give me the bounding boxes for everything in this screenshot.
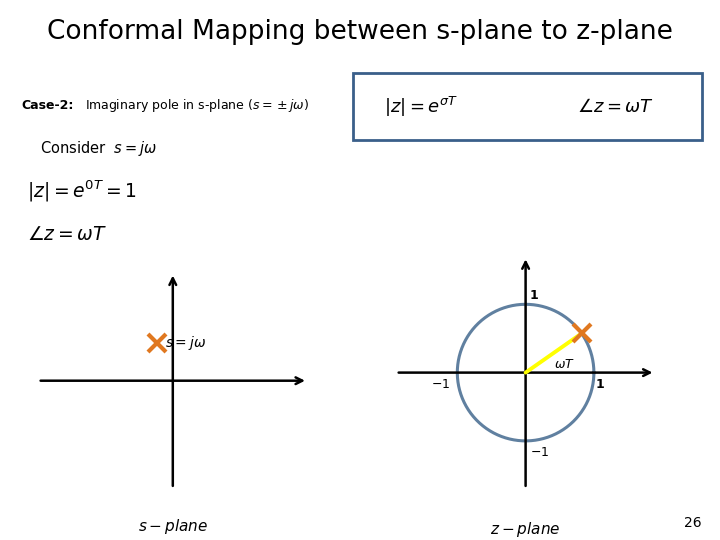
Text: $s = j\omega$: $s = j\omega$	[165, 334, 206, 352]
Text: $s-plane$: $s-plane$	[138, 517, 208, 536]
Text: $|z| = e^{\sigma T}$: $|z| = e^{\sigma T}$	[384, 94, 458, 119]
Text: $\omega T$: $\omega T$	[554, 358, 575, 371]
Text: Conformal Mapping between s-plane to z-plane: Conformal Mapping between s-plane to z-p…	[47, 19, 673, 45]
Text: 1: 1	[596, 378, 605, 391]
Text: 1: 1	[530, 289, 539, 302]
Text: $-1$: $-1$	[530, 446, 549, 458]
Text: $\angle z = \omega T$: $\angle z = \omega T$	[27, 225, 107, 245]
Text: Imaginary pole in s-plane $(s = \pm j\omega)$: Imaginary pole in s-plane $(s = \pm j\om…	[85, 97, 309, 114]
Text: $-1$: $-1$	[431, 378, 451, 391]
FancyBboxPatch shape	[353, 73, 702, 140]
Text: Consider  $s = j\omega$: Consider $s = j\omega$	[40, 139, 156, 158]
Text: Case-2:: Case-2:	[22, 99, 74, 112]
Text: $\angle z = \omega T$: $\angle z = \omega T$	[577, 98, 654, 116]
Text: $|z| = e^{0T} = 1$: $|z| = e^{0T} = 1$	[27, 179, 138, 205]
Text: $z-plane$: $z-plane$	[490, 520, 561, 539]
Text: 26: 26	[685, 516, 702, 530]
